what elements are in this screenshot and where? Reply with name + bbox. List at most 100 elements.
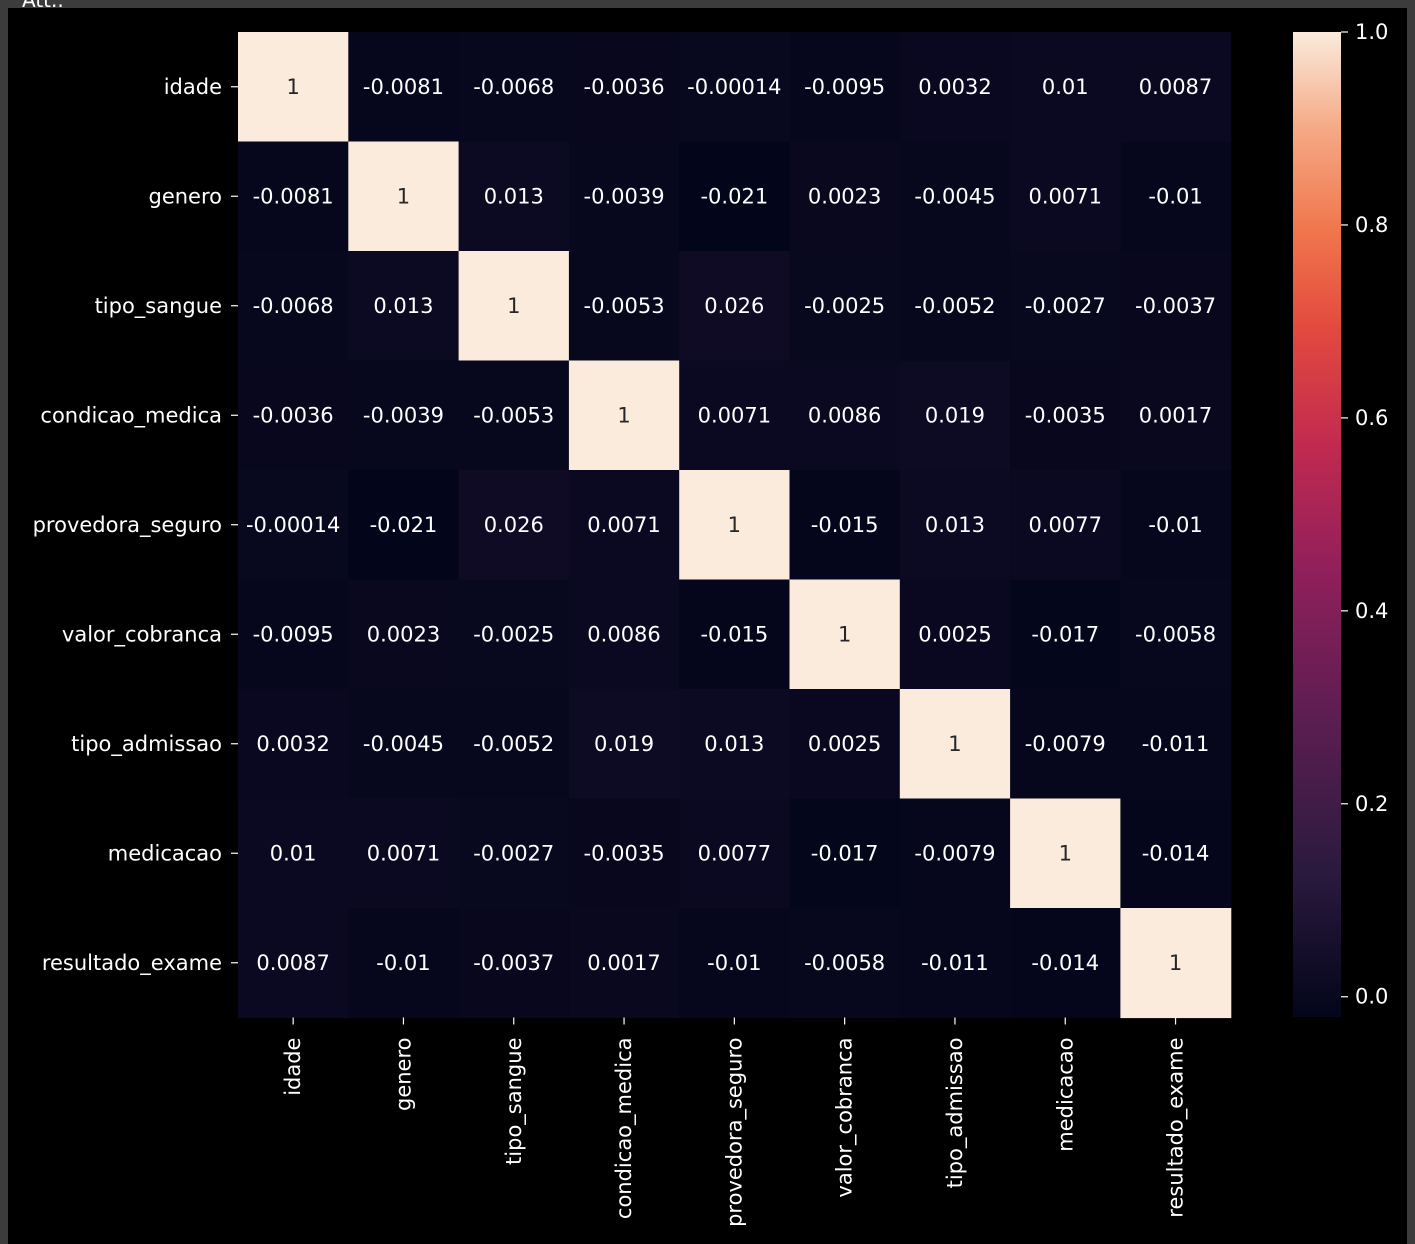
cell-value-label: -0.0035	[1025, 403, 1106, 427]
heatmap-cell	[1010, 689, 1121, 800]
cell-value-label: -0.0036	[584, 75, 665, 99]
y-tick-label: valor_cobranca	[62, 622, 222, 647]
heatmap-cell	[458, 32, 570, 143]
heatmap-cell	[899, 908, 1011, 1019]
cell-value-label: 0.026	[704, 294, 764, 318]
colorbar-tick-label: 0.4	[1355, 599, 1388, 623]
heatmap-cell	[1010, 360, 1121, 471]
cell-value-label: -0.0058	[804, 951, 885, 975]
cell-value-label: 0.0025	[808, 732, 881, 756]
cell-value-label: -0.0052	[473, 732, 554, 756]
cell-value-label: -0.011	[921, 951, 989, 975]
cell-value-label: -0.0053	[473, 403, 554, 427]
heatmap-cell	[899, 251, 1011, 362]
cell-value-label: -0.0068	[473, 75, 554, 99]
cell-value-label: 0.0077	[1029, 513, 1102, 537]
cell-value-label: 0.0071	[698, 403, 771, 427]
cell-value-label: -0.0053	[584, 294, 665, 318]
cell-value-label: 0.01	[270, 841, 317, 865]
heatmap-cell	[789, 32, 901, 143]
y-axis-ticks: idade genero tipo_sangue condicao_medicapro…	[33, 75, 238, 976]
heatmap-cell	[458, 251, 570, 362]
heatmap-cell	[568, 141, 680, 252]
heatmap-cell	[789, 908, 901, 1019]
cell-value-label: -0.0025	[473, 622, 554, 646]
cell-value-label: 0.013	[484, 184, 544, 208]
heatmap-cell	[348, 470, 460, 581]
cell-value-label: -0.017	[1031, 622, 1099, 646]
cell-value-label: -0.0045	[363, 732, 444, 756]
y-tick-label: tipo_admissao	[71, 732, 222, 757]
y-tick-label: medicacao	[108, 841, 222, 865]
heatmap-cell	[1010, 470, 1121, 581]
colorbar-tick-label: 0.6	[1355, 406, 1388, 430]
cell-value-label: -0.0037	[473, 951, 554, 975]
heatmap-cell	[899, 470, 1011, 581]
y-tick-label: resultado_exame	[42, 951, 222, 976]
cell-value-label: 0.0087	[1139, 75, 1212, 99]
output-caption: Att..	[22, 0, 64, 12]
y-tick-label: provedora_seguro	[33, 513, 222, 538]
heatmap-cell	[1120, 908, 1232, 1019]
x-tick-label: tipo_admissao	[943, 1038, 968, 1189]
cell-value-label: -0.021	[370, 513, 438, 537]
heatmap-cell	[458, 908, 570, 1019]
heatmap-cell	[238, 908, 349, 1019]
colorbar	[1293, 32, 1341, 1017]
heatmap-cell	[1120, 689, 1232, 800]
colorbar-tick-label: 1.0	[1355, 20, 1388, 44]
heatmap-cell	[238, 360, 349, 471]
cell-value-label: 0.0086	[808, 403, 881, 427]
cell-value-label: -0.0027	[473, 841, 554, 865]
cell-value-label: 0.013	[373, 294, 433, 318]
heatmap-cell	[238, 579, 349, 690]
heatmap-cell	[1010, 908, 1121, 1019]
heatmap-cell	[789, 141, 901, 252]
cell-value-label: 0.013	[704, 732, 764, 756]
cell-value-label: -0.01	[1148, 513, 1202, 537]
heatmap-cell	[348, 579, 460, 690]
cell-value-label: 0.0077	[698, 841, 771, 865]
cell-value-label: 0.013	[925, 513, 985, 537]
heatmap-cell	[348, 798, 460, 909]
cell-value-label: -0.0045	[914, 184, 995, 208]
cell-value-label: -0.0079	[1025, 732, 1106, 756]
y-tick-label: idade	[164, 75, 222, 99]
heatmap-cell	[899, 141, 1011, 252]
x-tick-label: tipo_sangue	[502, 1038, 527, 1165]
heatmap-cell	[238, 798, 349, 909]
heatmap-cell	[458, 579, 570, 690]
cell-value-label: -0.00014	[687, 75, 781, 99]
heatmap-cell	[899, 689, 1011, 800]
cell-value-label: -0.014	[1142, 841, 1210, 865]
cell-value-label: -0.0095	[253, 622, 334, 646]
cell-value-label: 1	[838, 622, 851, 646]
heatmap-cell	[458, 689, 570, 800]
cell-value-label: 0.0071	[587, 513, 660, 537]
colorbar-ticks: 0.0 0.2 0.4 0.6 0.8 1.0	[1341, 20, 1388, 1009]
heatmap-cell	[568, 908, 680, 1019]
cell-value-label: 1	[1059, 841, 1072, 865]
heatmap-cell	[789, 579, 901, 690]
cell-value-label: 0.01	[1042, 75, 1089, 99]
cell-value-label: -0.0058	[1135, 622, 1216, 646]
heatmap-cell	[568, 579, 680, 690]
heatmap-cell	[458, 360, 570, 471]
cell-value-label: 0.019	[594, 732, 654, 756]
heatmap-cell	[1120, 360, 1232, 471]
heatmap-cell	[679, 251, 791, 362]
cell-value-label: 0.0023	[367, 622, 440, 646]
cell-value-label: -0.015	[700, 622, 768, 646]
colorbar-tick-label: 0.8	[1355, 213, 1388, 237]
cell-value-label: 0.0032	[918, 75, 991, 99]
cell-value-label: -0.0025	[804, 294, 885, 318]
cell-value-label: 0.0017	[1139, 403, 1212, 427]
cell-value-label: -0.014	[1031, 951, 1099, 975]
heatmap-cell	[238, 689, 349, 800]
cell-value-label: 0.0086	[587, 622, 660, 646]
cell-value-label: -0.01	[376, 951, 430, 975]
cell-value-label: -0.0039	[363, 403, 444, 427]
heatmap-cell	[348, 360, 460, 471]
y-tick-label: condicao_medica	[40, 403, 222, 428]
cell-value-label: 0.026	[484, 513, 544, 537]
